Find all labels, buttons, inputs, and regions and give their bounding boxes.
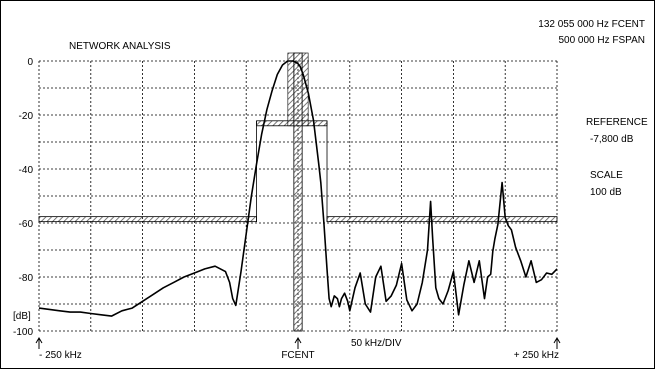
right-freq-label: + 250 kHz [514, 350, 559, 361]
y-tick-label: -40 [19, 165, 34, 176]
y-tick-label: -100 [13, 327, 33, 338]
trace-series-1 [38, 60, 558, 317]
scale-label: SCALE [590, 170, 623, 181]
center-freq-label: FCENT [281, 350, 314, 361]
unit-label: [dB] [13, 311, 31, 322]
mask-center-flank-left [287, 52, 295, 127]
y-tick-label: -80 [19, 273, 34, 284]
y-axis-labels: 0 -20 -40 -60 -80 -100 [13, 57, 33, 338]
trace-layer [38, 60, 558, 317]
plot-grid [38, 60, 558, 332]
limit-mask [38, 52, 558, 332]
fspan-readout: 500 000 Hz FSPAN [558, 35, 645, 46]
mask-skirt-right [326, 216, 558, 223]
left-freq-label: - 250 kHz [39, 350, 82, 361]
chart-title: NETWORK ANALYSIS [69, 41, 171, 52]
mask-center-column [293, 52, 303, 332]
fcent-readout: 132 055 000 Hz FCENT [538, 19, 645, 30]
scale-value: 100 dB [590, 187, 622, 198]
left-edge-arrow-icon [35, 337, 43, 349]
mask-skirt-left [38, 216, 257, 223]
reference-value: -7,800 dB [590, 134, 634, 145]
reference-label: REFERENCE [586, 117, 648, 128]
center-arrow-icon [294, 337, 302, 349]
div-label: 50 kHz/DIV [351, 338, 402, 349]
y-tick-label: -60 [19, 219, 34, 230]
right-edge-arrow-icon [553, 337, 561, 349]
mask-center-flank-right [301, 52, 309, 127]
y-tick-label: 0 [27, 57, 33, 68]
y-tick-label: -20 [19, 111, 34, 122]
